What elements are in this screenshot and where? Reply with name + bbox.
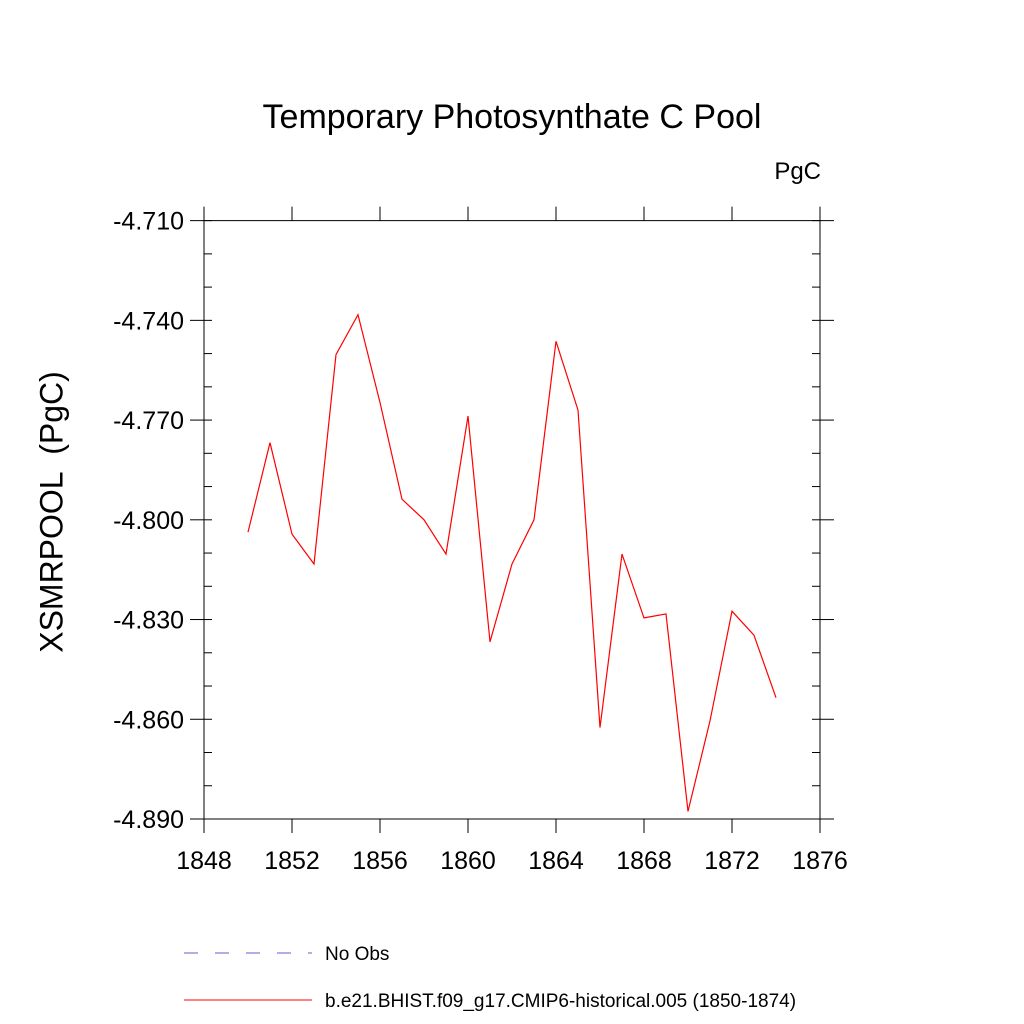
x-tick-label: 1852 xyxy=(264,847,320,875)
x-tick-label: 1864 xyxy=(528,847,584,875)
legend: No Obs b.e21.BHIST.f09_g17.CMIP6-historic… xyxy=(184,944,796,1012)
y-tick-label: -4.830 xyxy=(113,607,184,635)
y-tick-label: -4.890 xyxy=(113,806,184,834)
y-tick-label: -4.770 xyxy=(113,407,184,435)
plot-frame xyxy=(203,220,821,820)
series-line xyxy=(247,313,777,812)
x-tick-label: 1872 xyxy=(704,847,760,875)
y-tick-label: -4.710 xyxy=(113,208,184,236)
y-tick-label: -4.800 xyxy=(113,507,184,535)
x-tick-label: 1868 xyxy=(616,847,672,875)
x-tick-label: 1856 xyxy=(352,847,408,875)
series-layer xyxy=(247,313,777,812)
axes: 1848 1852 1856 1860 1864 1868 1872 1876 -4.710 -4… xyxy=(113,206,848,875)
x-tick-label: 1876 xyxy=(792,847,848,875)
x-tick-label: 1848 xyxy=(176,847,232,875)
legend-label: b.e21.BHIST.f09_g17.CMIP6-historical.005… xyxy=(325,991,796,1012)
y-tick-label: -4.860 xyxy=(113,706,184,734)
x-tick-label: 1860 xyxy=(440,847,496,875)
legend-label: No Obs xyxy=(325,944,389,965)
y-tick-label: -4.740 xyxy=(113,307,184,335)
units-label: PgC xyxy=(774,158,821,185)
chart-title: Temporary Photosynthate C Pool xyxy=(262,98,762,136)
